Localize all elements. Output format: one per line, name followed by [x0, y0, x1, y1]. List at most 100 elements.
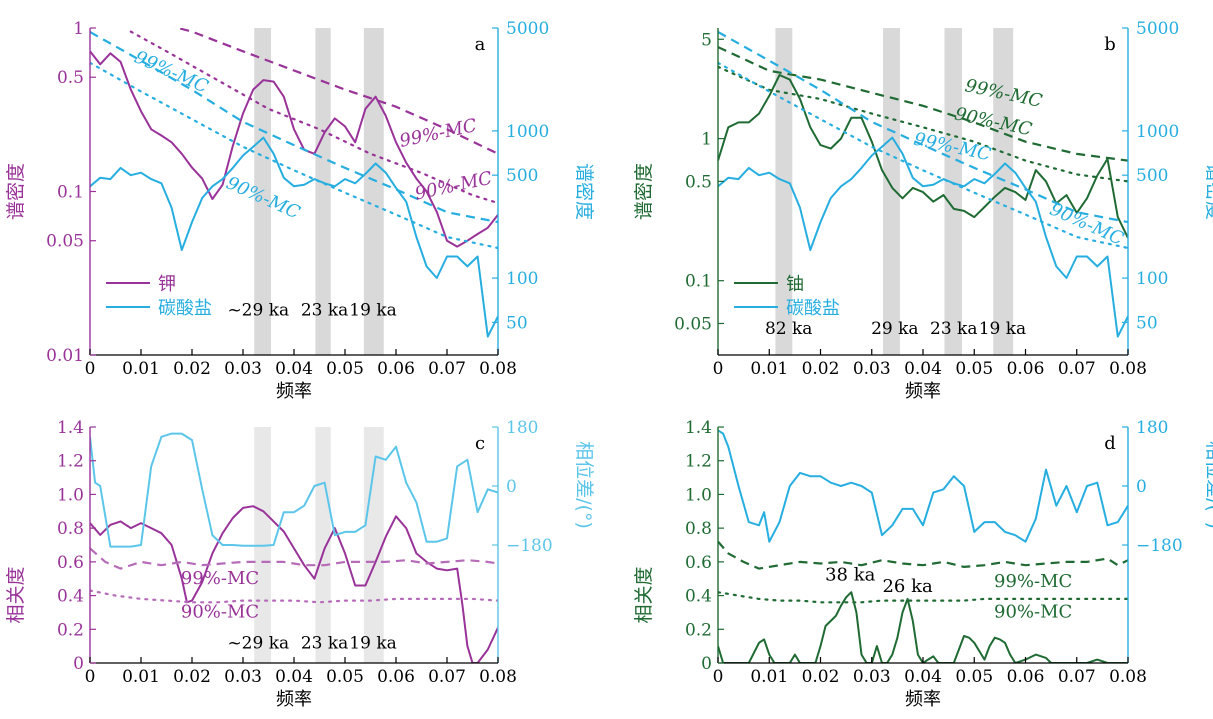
x-tick-label: 0.03: [224, 667, 262, 687]
threshold-99-line: [718, 540, 1128, 570]
y-right-axis-title: 谱密度: [573, 163, 595, 220]
period-label: ~29 ka: [227, 634, 289, 654]
y-left-tick-label: 0.1: [685, 272, 712, 292]
y-left-tick-label: 0.01: [46, 346, 84, 366]
x-tick-label: 0.01: [750, 667, 788, 687]
series-line-carbonate: [718, 136, 1128, 338]
panel-d: 0 0.01 0.02 0.03 0.04 0.05 0.06 0.07 0.08 频率 0 0.2 0…: [633, 418, 1213, 710]
y-left-axis-title: 谱密度: [5, 163, 27, 220]
period-label: 19 ka: [349, 300, 396, 320]
period-label: 19 ka: [979, 319, 1026, 339]
y-right-tick-label: 180: [506, 418, 538, 438]
y-left-tick-label: 0.1: [57, 183, 84, 203]
threshold-90-line: [718, 61, 1128, 250]
series-line-potassium: [90, 505, 498, 663]
period-band: [363, 28, 384, 355]
y-right-axis-title: 相位差/(°): [1203, 441, 1213, 529]
panel-a: 0 0.01 0.02 0.03 0.04 0.05 0.06 0.07 0.08频率0.010…: [5, 19, 595, 402]
series-line-carbonate: [718, 429, 1128, 543]
legend-label: 铀: [786, 274, 804, 295]
x-axis-title: 频率: [276, 689, 312, 710]
threshold-90-line: [90, 61, 498, 250]
y-right-tick-label: −180: [1136, 536, 1183, 556]
y-right-tick-label: 50: [1136, 313, 1158, 333]
y-left-tick-label: 5: [701, 30, 712, 50]
series-line-potassium: [90, 50, 498, 248]
y-left-tick-label: 1: [73, 19, 84, 39]
y-right-tick-label: 50: [506, 313, 528, 333]
x-tick-label: 0.02: [802, 667, 840, 687]
x-tick-label: 0.05: [326, 667, 364, 687]
period-band: [315, 427, 331, 663]
y-right-tick-label: 100: [1136, 269, 1168, 289]
x-tick-label: 0.06: [377, 667, 415, 687]
period-band: [363, 427, 384, 663]
y-right-tick-label: 500: [1136, 166, 1168, 186]
x-tick-label: 0.05: [326, 359, 364, 379]
y-right-tick-label: 500: [506, 166, 538, 186]
panel-label: d: [1104, 433, 1116, 454]
x-tick-label: 0.05: [955, 359, 993, 379]
x-tick-label: 0.01: [122, 667, 160, 687]
x-tick-label: 0.05: [955, 667, 993, 687]
panel-b: 0 0.01 0.02 0.03 0.04 0.05 0.06 0.07 0.08 频率 0.05 0…: [633, 19, 1213, 402]
y-left-tick-label: 0.4: [685, 587, 712, 607]
y-left-tick-label: 0.8: [57, 519, 84, 539]
x-tick-label: 0.02: [802, 359, 840, 379]
annotation-label: 38 ka: [825, 564, 876, 585]
x-tick-label: 0.04: [904, 359, 942, 379]
y-right-axis-title: 谱密度: [1203, 163, 1213, 220]
y-left-tick-label: 0: [701, 654, 712, 674]
legend-label: 碳酸盐: [786, 298, 840, 319]
annotation-label: 99%-MC: [398, 115, 479, 152]
x-tick-label: 0: [85, 359, 96, 379]
threshold-99-line: [173, 28, 498, 155]
annotation-label: 99%-MC: [994, 571, 1072, 592]
x-tick-label: 0: [85, 667, 96, 687]
annotation-label: 90%-MC: [994, 601, 1072, 622]
x-tick-label: 0.03: [853, 359, 891, 379]
y-left-tick-label: 1.4: [685, 418, 712, 438]
x-tick-label: 0: [713, 667, 724, 687]
y-right-tick-label: 5000: [506, 19, 549, 39]
x-axis-title: 频率: [905, 689, 941, 710]
series-group: [718, 429, 1128, 663]
y-right-tick-label: 5000: [1136, 19, 1179, 39]
period-label: 23 ka: [930, 319, 977, 339]
series-group: [90, 28, 498, 338]
x-tick-label: 0.01: [750, 359, 788, 379]
annotation-label: 99%-MC: [131, 47, 211, 98]
series-group: [718, 31, 1128, 338]
x-tick-label: 0.04: [275, 359, 313, 379]
y-right-tick-label: 1000: [506, 122, 549, 142]
threshold-99-line: [90, 31, 498, 224]
x-tick-label: 0.06: [1007, 359, 1045, 379]
y-right-tick-label: 0: [1136, 477, 1147, 497]
series-line-uranium: [718, 74, 1128, 239]
series-line-carbonate: [90, 136, 498, 338]
y-left-tick-label: 0.2: [57, 620, 84, 640]
period-band: [254, 28, 272, 355]
period-label: 23 ka: [301, 634, 348, 654]
y-left-tick-label: 1.2: [57, 452, 84, 472]
y-left-axis-title: 相关度: [5, 566, 27, 623]
annotation-label: 90%-MC: [413, 168, 494, 205]
x-tick-label: 0.07: [1058, 359, 1096, 379]
y-right-axis-title: 相位差/(°): [573, 441, 595, 529]
series-line-uranium: [718, 591, 1128, 663]
y-left-tick-label: 0.05: [46, 232, 84, 252]
period-band: [944, 28, 962, 355]
x-tick-label: 0.04: [275, 667, 313, 687]
panel-c: 0 0.01 0.02 0.03 0.04 0.05 0.06 0.07 0.08 频率 0 0.2 0…: [5, 418, 595, 710]
x-tick-label: 0: [713, 359, 724, 379]
y-left-tick-label: 0.8: [685, 519, 712, 539]
period-label: 82 ka: [765, 319, 812, 339]
threshold-99-line: [718, 46, 1128, 162]
y-right-tick-label: 1000: [1136, 122, 1179, 142]
y-left-tick-label: 0.4: [57, 587, 84, 607]
x-tick-label: 0.02: [173, 667, 211, 687]
y-right-tick-label: 180: [1136, 418, 1168, 438]
panel-label: a: [475, 34, 486, 55]
y-left-tick-label: 1.0: [57, 485, 84, 505]
